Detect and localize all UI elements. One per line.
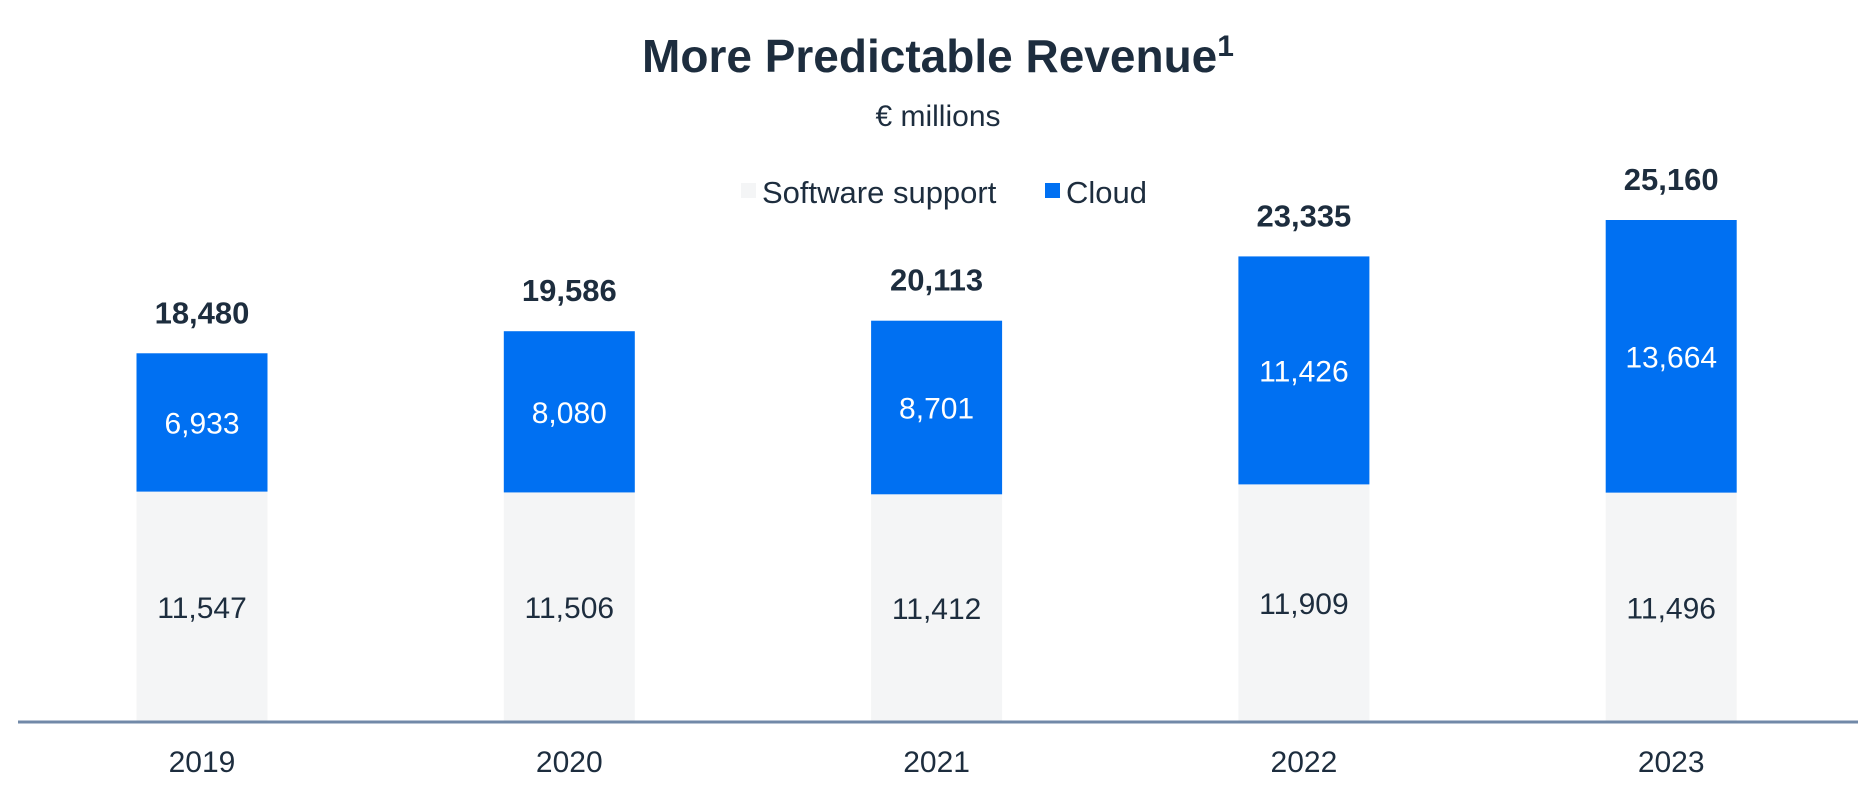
bar-total-label-2023: 25,160 [1624, 162, 1719, 197]
chart-title-superscript: 1 [1217, 30, 1234, 63]
bar-label-cloud-2023: 13,664 [1625, 341, 1717, 374]
bar-label-software-support-2021: 11,412 [892, 593, 982, 626]
bar-label-cloud-2020: 8,080 [532, 397, 607, 430]
bar-label-software-support-2023: 11,496 [1626, 592, 1716, 625]
x-tick-label-2020: 2020 [536, 746, 603, 779]
bar-group-2022: 11,909 11,426 23,335 [1238, 198, 1370, 722]
bar-group-2021: 11,412 8,701 20,113 [871, 263, 1003, 722]
bar-total-label-2021: 20,113 [890, 263, 983, 298]
bar-label-cloud-2021: 8,701 [899, 393, 974, 426]
bar-group-2019: 11,547 6,933 18,480 [136, 295, 268, 722]
x-tick-label-2021: 2021 [903, 746, 970, 779]
bar-software-support-2021 [871, 494, 1003, 722]
bar-cloud-2022 [1238, 256, 1370, 485]
bar-cloud-2019 [136, 353, 268, 492]
legend-swatch-cloud [1045, 183, 1060, 198]
bar-total-label-2020: 19,586 [522, 273, 617, 308]
bar-software-support-2023 [1605, 492, 1737, 722]
bar-label-software-support-2019: 11,547 [157, 592, 247, 625]
chart-subtitle: € millions [875, 100, 1000, 133]
chart-title: More Predictable Revenue1 [642, 30, 1234, 82]
legend-item-cloud: Cloud [1045, 175, 1147, 210]
x-axis-ticks: 2019 2020 2021 2022 2023 [169, 746, 1705, 779]
bar-label-cloud-2022: 11,426 [1259, 355, 1349, 388]
legend-label-cloud: Cloud [1066, 175, 1147, 210]
legend: Software support Cloud [741, 175, 1147, 210]
x-tick-label-2022: 2022 [1271, 746, 1338, 779]
bar-group-2023: 11,496 13,664 25,160 [1605, 162, 1737, 722]
x-tick-label-2019: 2019 [169, 746, 236, 779]
bar-cloud-2021 [871, 320, 1003, 495]
bar-label-software-support-2020: 11,506 [525, 592, 615, 625]
bar-software-support-2022 [1238, 484, 1370, 722]
bar-label-cloud-2019: 6,933 [164, 407, 239, 440]
bar-group-2020: 11,506 8,080 19,586 [503, 273, 635, 722]
x-tick-label-2023: 2023 [1638, 746, 1705, 779]
bar-cloud-2020 [503, 331, 635, 493]
bar-total-label-2022: 23,335 [1256, 198, 1351, 233]
bar-cloud-2023 [1605, 220, 1737, 493]
bar-label-software-support-2022: 11,909 [1259, 588, 1349, 621]
legend-label-software-support: Software support [762, 175, 997, 210]
legend-item-software-support: Software support [741, 175, 997, 210]
bar-total-label-2019: 18,480 [155, 295, 250, 330]
chart-title-text: More Predictable Revenue [642, 30, 1217, 82]
bar-software-support-2019 [136, 491, 268, 722]
legend-swatch-software-support [741, 183, 756, 198]
bar-software-support-2020 [503, 492, 635, 722]
bars: 11,547 6,933 18,480 11,506 8,080 19,586 11,412… [136, 162, 1737, 722]
